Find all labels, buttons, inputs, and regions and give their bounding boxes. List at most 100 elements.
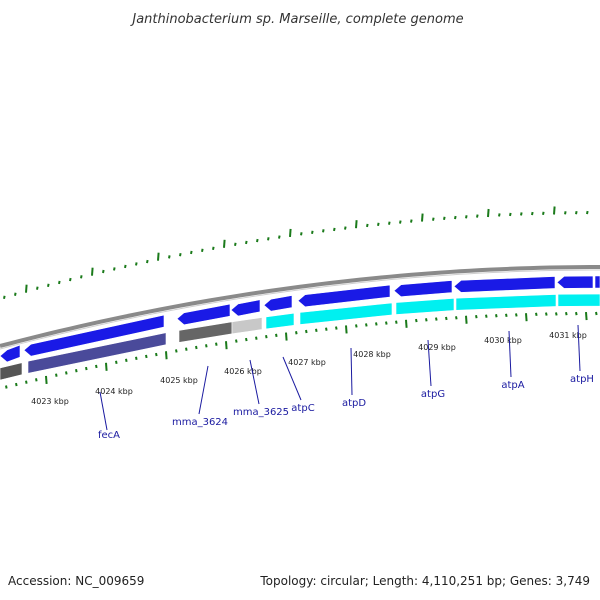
reverse-cds-block	[27, 332, 167, 374]
inner-minor-tick	[35, 378, 38, 382]
inner-minor-tick	[235, 339, 238, 343]
scale-labels: 4023 kbp 4024 kbp 4025 kbp 4026 kbp 4027 kbp…	[31, 331, 587, 406]
outer-major-tick	[553, 206, 556, 215]
outer-tick-marks	[3, 206, 589, 300]
outer-minor-tick	[146, 259, 149, 264]
gene-leader-atpd	[350, 347, 353, 396]
inner-minor-tick	[315, 328, 318, 332]
gene-leader-atph	[577, 324, 581, 372]
scale-label: 4030 kbp	[484, 336, 522, 345]
reverse-cds-block	[557, 293, 600, 307]
gene-label-atpc: atpC	[291, 403, 314, 414]
outer-minor-tick	[410, 219, 413, 223]
reverse-cds-block	[265, 312, 295, 330]
outer-minor-tick	[520, 212, 523, 216]
inner-major-tick	[525, 313, 528, 322]
inner-minor-tick	[175, 349, 178, 353]
outer-minor-tick	[443, 216, 446, 221]
reverse-cds-block	[299, 302, 393, 325]
backbone-highlight	[0, 269, 600, 350]
gene-leader-atpc	[282, 356, 302, 401]
inner-major-tick	[465, 315, 468, 324]
inner-major-tick	[105, 362, 108, 371]
outer-minor-tick	[476, 214, 479, 218]
inner-minor-tick	[135, 356, 138, 361]
forward-cds-arrow	[556, 275, 594, 289]
scale-label: 4024 kbp	[95, 387, 133, 396]
inner-minor-tick	[85, 366, 88, 371]
outer-major-tick	[91, 267, 94, 276]
forward-cds-arrow	[0, 344, 21, 363]
forward-cds-arrow	[594, 275, 600, 289]
outer-minor-tick	[179, 252, 182, 257]
inner-minor-tick	[395, 320, 398, 324]
outer-major-tick	[355, 220, 358, 229]
inner-minor-tick	[325, 327, 328, 331]
outer-major-tick	[421, 213, 424, 222]
inner-minor-tick	[455, 316, 458, 320]
inner-minor-tick	[445, 316, 448, 321]
gene-labels: fecA mma_3624 mma_3625 atpC atpD atpG atpA atpH	[98, 324, 594, 441]
outer-minor-tick	[113, 267, 116, 271]
outer-minor-tick	[509, 212, 512, 217]
outer-minor-tick	[234, 242, 237, 247]
outer-major-tick	[487, 208, 490, 218]
gene-label-mma-3624: mma_3624	[172, 417, 228, 428]
outer-minor-tick	[69, 277, 72, 282]
outer-minor-tick	[575, 210, 578, 215]
outer-minor-tick	[366, 223, 369, 228]
inner-minor-tick	[415, 318, 418, 323]
inner-minor-tick	[575, 311, 578, 316]
map-title: Janthinobacterium sp. Marseille, complet…	[129, 12, 463, 27]
outer-minor-tick	[300, 232, 303, 236]
outer-minor-tick	[212, 246, 215, 250]
gene-label-atpg: atpG	[421, 389, 445, 400]
outer-minor-tick	[135, 262, 138, 266]
inner-major-tick	[345, 325, 348, 334]
inner-minor-tick	[375, 322, 378, 326]
inner-minor-tick	[275, 333, 278, 338]
outer-minor-tick	[531, 211, 534, 216]
inner-minor-tick	[25, 380, 28, 384]
forward-cds-arrow	[453, 276, 556, 293]
inner-minor-tick	[595, 311, 598, 316]
inner-minor-tick	[55, 373, 58, 377]
inner-minor-tick	[215, 342, 218, 346]
inner-minor-tick	[555, 312, 558, 316]
scale-label: 4029 kbp	[418, 343, 456, 352]
inner-minor-tick	[75, 369, 78, 373]
outer-minor-tick	[124, 264, 127, 269]
inner-minor-tick	[115, 360, 118, 364]
gene-label-atpd: atpD	[342, 398, 366, 409]
inner-minor-tick	[535, 312, 538, 317]
reverse-cds-block	[0, 362, 23, 381]
inner-major-tick	[45, 375, 48, 385]
outer-major-tick	[289, 228, 292, 238]
gene-label-mma-3625: mma_3625	[233, 407, 289, 418]
inner-minor-tick	[495, 314, 498, 318]
inner-minor-tick	[515, 313, 518, 317]
inner-tick-marks	[5, 311, 598, 389]
outer-major-tick	[223, 239, 226, 248]
outer-minor-tick	[256, 238, 259, 243]
scale-label: 4031 kbp	[549, 331, 587, 340]
inner-minor-tick	[435, 317, 438, 321]
outer-minor-tick	[399, 220, 402, 224]
inner-minor-tick	[425, 318, 428, 322]
outer-minor-tick	[14, 292, 17, 296]
reverse-cds-block	[455, 294, 557, 311]
scale-label: 4025 kbp	[160, 376, 198, 385]
inner-minor-tick	[255, 336, 258, 340]
inner-minor-tick	[485, 314, 488, 318]
outer-minor-tick	[102, 269, 105, 274]
reverse-cds-block	[178, 321, 233, 343]
inner-minor-tick	[355, 324, 358, 328]
scale-label: 4023 kbp	[31, 397, 69, 406]
outer-minor-tick	[3, 295, 6, 300]
outer-minor-tick	[245, 240, 248, 245]
inner-minor-tick	[205, 344, 208, 348]
inner-minor-tick	[125, 358, 128, 363]
outer-major-tick	[25, 284, 28, 293]
outer-minor-tick	[454, 215, 457, 220]
inner-minor-tick	[365, 323, 368, 327]
